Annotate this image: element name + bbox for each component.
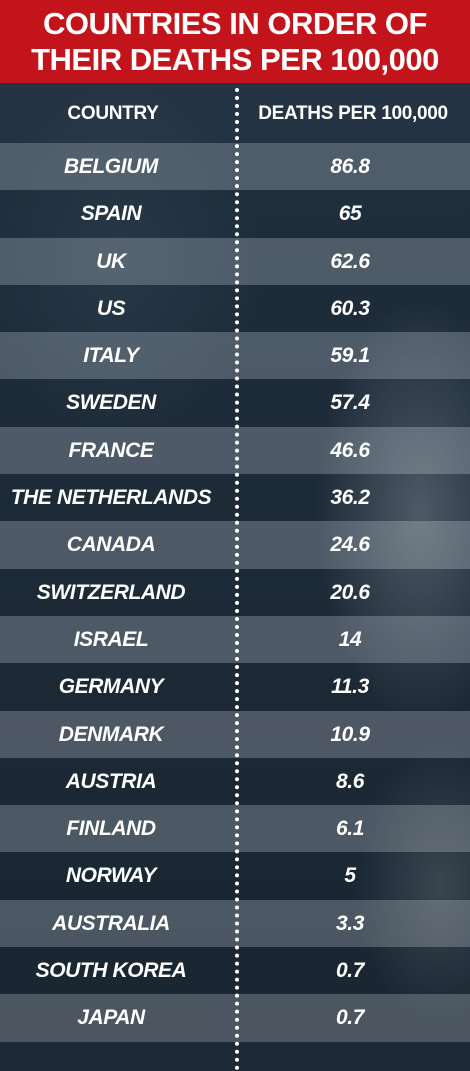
title-banner: COUNTRIES IN ORDER OF THEIR DEATHS PER 1… xyxy=(0,0,470,83)
deaths-value-cell: 10.9 xyxy=(330,722,370,746)
country-cell: FRANCE xyxy=(68,438,154,462)
deaths-value-cell: 24.6 xyxy=(330,533,370,557)
deaths-value-cell: 11.3 xyxy=(331,675,369,699)
deaths-value-cell: 3.3 xyxy=(336,911,364,935)
country-cell: SWEDEN xyxy=(66,391,156,415)
country-cell: NORWAY xyxy=(65,864,157,888)
country-cell: ISRAEL xyxy=(73,627,149,651)
country-cell: UK xyxy=(96,249,126,273)
deaths-value-cell: 57.4 xyxy=(330,391,370,415)
country-cell: AUSTRALIA xyxy=(52,911,170,935)
deaths-value-cell: 65 xyxy=(338,202,362,226)
title-line-1: COUNTRIES IN ORDER OF xyxy=(43,5,427,41)
country-cell: US xyxy=(96,296,126,320)
deaths-value-cell: 20.6 xyxy=(330,580,370,604)
country-cell: CANADA xyxy=(66,533,156,557)
country-cell: SWITZERLAND xyxy=(36,580,186,604)
country-cell: ITALY xyxy=(83,344,139,368)
country-cell: AUSTRIA xyxy=(65,769,157,793)
deaths-value-cell: 14 xyxy=(338,627,362,651)
column-header-country: COUNTRY xyxy=(67,103,159,124)
country-cell: THE NETHERLANDS xyxy=(10,486,212,510)
deaths-value-cell: 0.7 xyxy=(336,1006,364,1030)
deaths-value-cell: 62.6 xyxy=(330,249,370,273)
title-line-2: THEIR DEATHS PER 100,000 xyxy=(31,41,439,77)
country-cell: GERMANY xyxy=(58,675,164,699)
country-cell: SOUTH KOREA xyxy=(35,959,187,983)
deaths-value-cell: 36.2 xyxy=(330,486,370,510)
deaths-value-cell: 86.8 xyxy=(330,155,370,178)
country-cell: JAPAN xyxy=(77,1006,145,1030)
deaths-value-cell: 6.1 xyxy=(336,817,364,841)
country-cell: BELGIUM xyxy=(63,155,159,178)
deaths-value-cell: 46.6 xyxy=(330,438,370,462)
deaths-value-cell: 60.3 xyxy=(330,296,370,320)
deaths-value-cell: 0.7 xyxy=(336,959,364,983)
dotted-divider xyxy=(235,88,239,1071)
deaths-value-cell: 5 xyxy=(344,864,356,888)
country-cell: FINLAND xyxy=(66,817,156,841)
column-header-deaths: DEATHS PER 100,000 xyxy=(258,103,448,124)
deaths-value-cell: 59.1 xyxy=(330,344,370,368)
country-cell: DENMARK xyxy=(58,722,164,746)
deaths-value-cell: 8.6 xyxy=(336,769,364,793)
country-cell: SPAIN xyxy=(80,202,142,226)
